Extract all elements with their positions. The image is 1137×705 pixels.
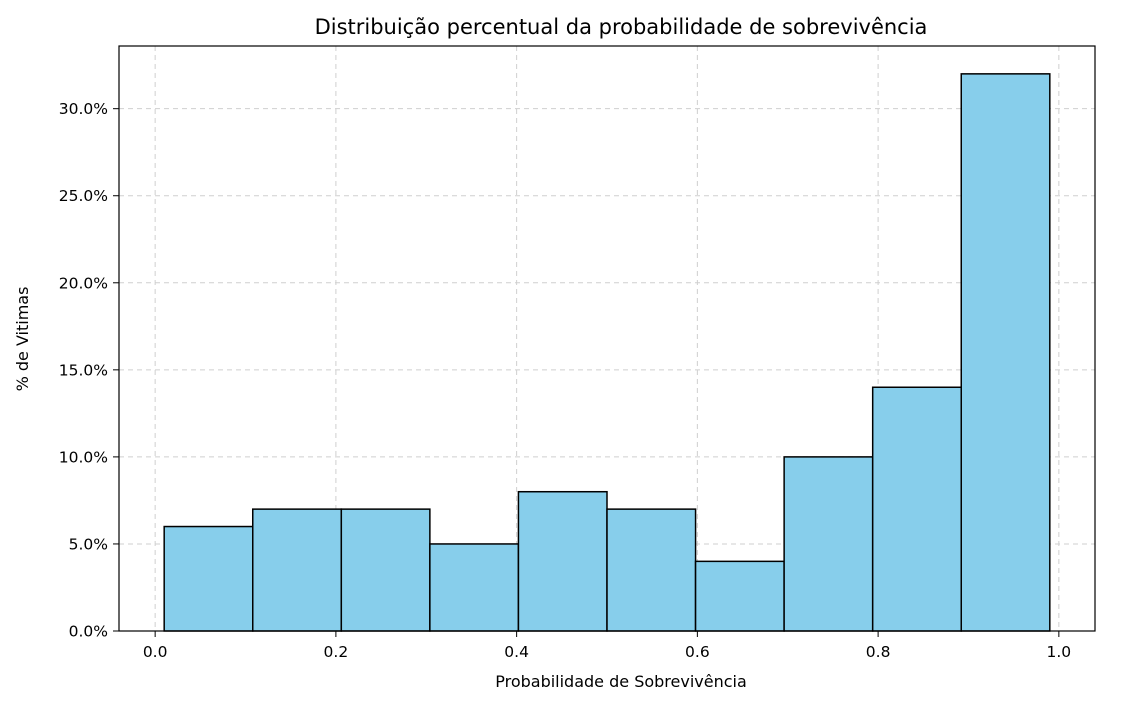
histogram-bar [517,490,608,632]
histogram-bar [783,456,874,632]
x-tick-label: 0.0 [143,643,168,661]
y-tick-label: 10.0% [59,448,108,466]
y-axis: 0.0% 5.0% 10.0% 15.0% 20.0% 25.0% 30.0% [59,100,119,641]
x-tick-label: 0.6 [685,643,710,661]
plot-frame [118,45,1096,632]
histogram-bar [694,560,785,632]
histogram-bar [429,543,520,632]
y-tick-label: 25.0% [59,187,108,205]
x-tick-label: 0.8 [866,643,891,661]
y-tick-label: 30.0% [59,100,108,118]
histogram-bar [871,386,963,632]
x-tick-label: 0.2 [324,643,349,661]
x-axis-label: Probabilidade de Sobrevivência [495,672,747,691]
histogram-bar [251,508,343,632]
x-axis: 0.0 0.2 0.4 0.6 0.8 1.0 [143,631,1071,661]
histogram-bar [340,508,431,632]
y-axis-label: % de Vitimas [13,287,32,392]
chart-title: Distribuição percentual da probabilidade… [315,15,928,39]
x-tick-label: 1.0 [1047,643,1072,661]
y-tick-label: 0.0% [69,623,108,641]
x-tick-label: 0.4 [504,643,529,661]
y-tick-label: 20.0% [59,274,108,292]
bars [163,73,1051,632]
y-tick-label: 15.0% [59,361,108,379]
histogram-bar [163,525,254,632]
histogram-bar [606,508,697,632]
histogram-bar [960,73,1051,632]
y-tick-label: 5.0% [69,535,108,553]
